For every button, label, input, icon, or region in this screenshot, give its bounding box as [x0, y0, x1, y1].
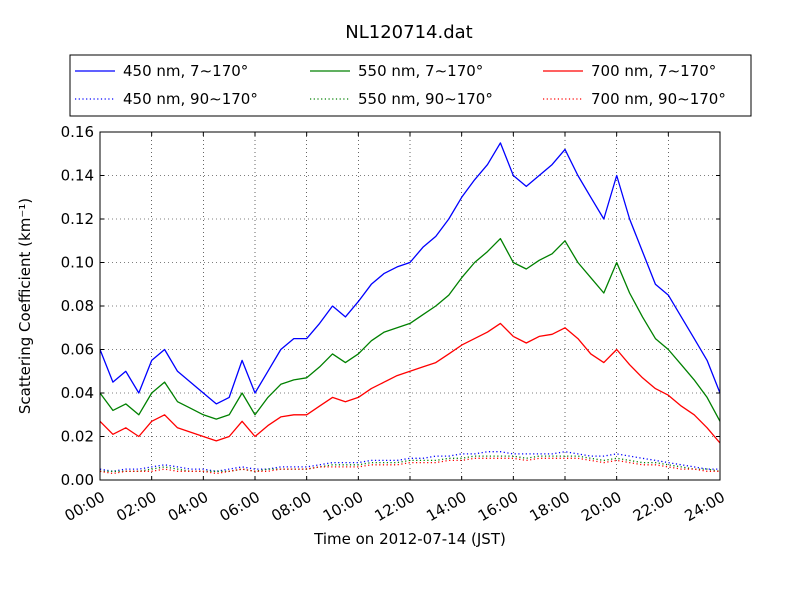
x-tick-label: 16:00: [475, 488, 521, 525]
legend-label: 550 nm, 90∼170°: [358, 90, 493, 108]
x-tick-label: 08:00: [268, 488, 314, 525]
x-tick-label: 12:00: [372, 488, 418, 525]
legend-label: 450 nm, 90∼170°: [123, 90, 258, 108]
x-tick-label: 10:00: [320, 488, 366, 525]
x-axis-label: Time on 2012-07-14 (JST): [313, 530, 506, 548]
y-tick-label: 0.16: [61, 123, 94, 141]
x-tick-label: 24:00: [682, 488, 728, 525]
y-tick-label: 0.10: [61, 254, 94, 272]
legend-label: 700 nm, 7∼170°: [591, 62, 716, 80]
x-tick-label: 04:00: [165, 488, 211, 525]
legend-box: [69, 54, 752, 117]
y-tick-label: 0.00: [61, 471, 94, 489]
chart-title: NL120714.dat: [345, 22, 472, 43]
y-tick-label: 0.04: [61, 384, 94, 402]
legend: 450 nm, 7∼170° 550 nm, 7∼170° 700 nm, 7∼17…: [69, 54, 752, 117]
y-tick-label: 0.02: [61, 428, 94, 446]
series-line: [99, 322, 721, 444]
x-tick-label: 18:00: [527, 488, 573, 525]
y-tick-label: 0.12: [61, 210, 94, 228]
x-tick-label: 20:00: [578, 488, 624, 525]
y-axis-label: Scattering Coefficient (km⁻¹): [16, 198, 34, 414]
x-tick-label: 06:00: [217, 488, 263, 525]
series-line: [99, 142, 721, 405]
series-line: [99, 451, 720, 472]
x-tick-label: 02:00: [113, 488, 159, 525]
series-group: [99, 142, 721, 475]
y-tick-label: 0.14: [61, 167, 94, 185]
legend-label: 550 nm, 7∼170°: [358, 62, 483, 80]
legend-label: 450 nm, 7∼170°: [123, 62, 248, 80]
x-tick-label: 00:00: [62, 488, 108, 525]
x-tick-label: 22:00: [630, 488, 676, 525]
series-line: [99, 237, 721, 422]
x-tick-label: 14:00: [423, 488, 469, 525]
y-tick-label: 0.06: [61, 341, 94, 359]
legend-label: 700 nm, 90∼170°: [591, 90, 726, 108]
y-tick-label: 0.08: [61, 297, 94, 315]
series-line: [99, 457, 720, 475]
